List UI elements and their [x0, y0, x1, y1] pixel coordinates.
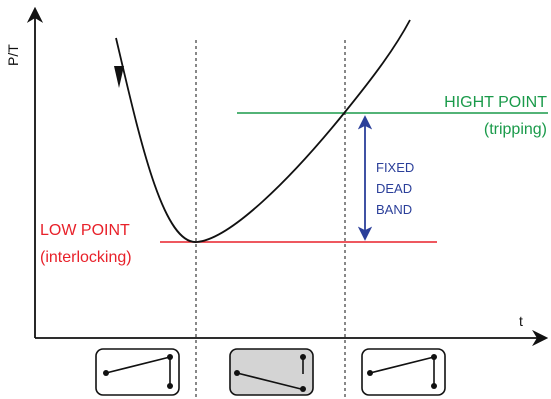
switch-contact — [236, 372, 302, 390]
switch-node — [431, 354, 437, 360]
x-axis-label: t — [519, 313, 523, 329]
switch-node — [300, 386, 306, 392]
curve-direction-arrow — [114, 66, 124, 88]
switch-node — [431, 383, 437, 389]
switch-node — [103, 370, 109, 376]
switch-node — [234, 370, 240, 376]
high-point-sublabel: (tripping) — [484, 121, 547, 138]
process-curve — [115, 19, 411, 243]
switch-node — [300, 354, 306, 360]
dead-band-label-line-2: DEAD — [376, 181, 412, 196]
dead-band-label-line-1: FIXED — [376, 160, 414, 175]
switch-node — [167, 383, 173, 389]
high-point-label: HIGHT POINT — [444, 94, 547, 111]
switch-state-3 — [361, 348, 446, 396]
switch-contact — [105, 356, 171, 374]
switch-contact — [369, 356, 435, 374]
low-point-sublabel: (interlocking) — [40, 249, 132, 266]
switch-node — [367, 370, 373, 376]
low-point-label: LOW POINT — [40, 222, 130, 239]
switch-state-1 — [95, 348, 180, 396]
switch-state-2 — [229, 348, 314, 396]
dead-band-label-line-3: BAND — [376, 202, 412, 217]
switch-node — [167, 354, 173, 360]
switch-box — [361, 348, 446, 396]
y-axis-label: P/T — [5, 44, 21, 66]
switch-box — [229, 348, 314, 396]
